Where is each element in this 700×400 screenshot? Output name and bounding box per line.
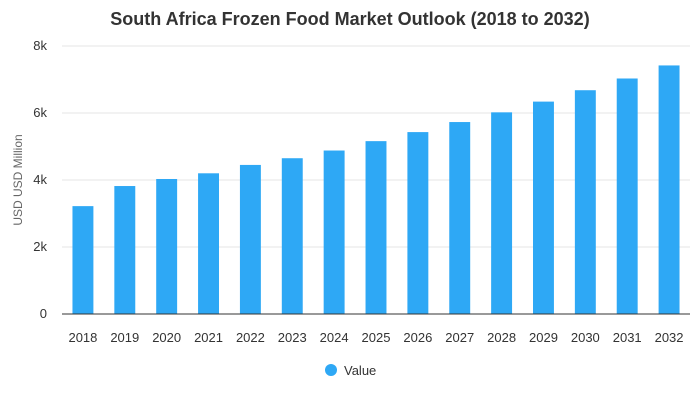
bar-2021[interactable] — [198, 173, 219, 314]
x-tick-label: 2028 — [487, 330, 516, 345]
y-tick-label: 0 — [40, 306, 47, 321]
x-tick-label: 2021 — [194, 330, 223, 345]
x-tick-label: 2018 — [68, 330, 97, 345]
legend[interactable]: Value — [325, 363, 376, 378]
x-tick-label: 2026 — [403, 330, 432, 345]
x-tick-label: 2019 — [110, 330, 139, 345]
x-tick-label: 2027 — [445, 330, 474, 345]
x-tick-label: 2024 — [320, 330, 349, 345]
y-tick-label: 4k — [33, 172, 47, 187]
x-tick-label: 2020 — [152, 330, 181, 345]
legend-label-value: Value — [344, 363, 376, 378]
y-tick-label: 8k — [33, 38, 47, 53]
bar-2024[interactable] — [323, 150, 345, 314]
x-tick-label: 2032 — [655, 330, 684, 345]
bars — [72, 65, 680, 315]
x-tick-label: 2030 — [571, 330, 600, 345]
y-tick-label: 2k — [33, 239, 47, 254]
y-axis-tick-labels: 0 2k 4k 6k 8k — [33, 38, 47, 321]
bar-2030[interactable] — [574, 90, 596, 314]
bar-2018[interactable] — [72, 206, 94, 314]
bar-2019[interactable] — [114, 186, 136, 314]
bar-2028[interactable] — [491, 112, 513, 314]
legend-swatch — [325, 364, 337, 376]
x-tick-label: 2025 — [362, 330, 391, 345]
bar-2022[interactable] — [239, 164, 261, 314]
bar-2031[interactable] — [616, 78, 638, 315]
chart-title: South Africa Frozen Food Market Outlook … — [110, 9, 589, 29]
x-tick-label: 2029 — [529, 330, 558, 345]
x-axis-tick-labels: 2018 2019 2020 2021 2022 2023 2024 2025 2026 2027… — [68, 330, 683, 345]
y-axis-title: USD USD Million — [11, 134, 25, 225]
bar-2029[interactable] — [533, 101, 554, 314]
bar-2020[interactable] — [156, 178, 178, 314]
x-tick-label: 2022 — [236, 330, 265, 345]
bar-2026[interactable] — [407, 132, 429, 314]
bar-2027[interactable] — [449, 122, 471, 314]
x-tick-label: 2023 — [278, 330, 307, 345]
y-tick-label: 6k — [33, 105, 47, 120]
bar-2032[interactable] — [658, 65, 680, 315]
bar-2023[interactable] — [281, 158, 303, 314]
bar-2025[interactable] — [365, 141, 387, 314]
x-tick-label: 2031 — [613, 330, 642, 345]
